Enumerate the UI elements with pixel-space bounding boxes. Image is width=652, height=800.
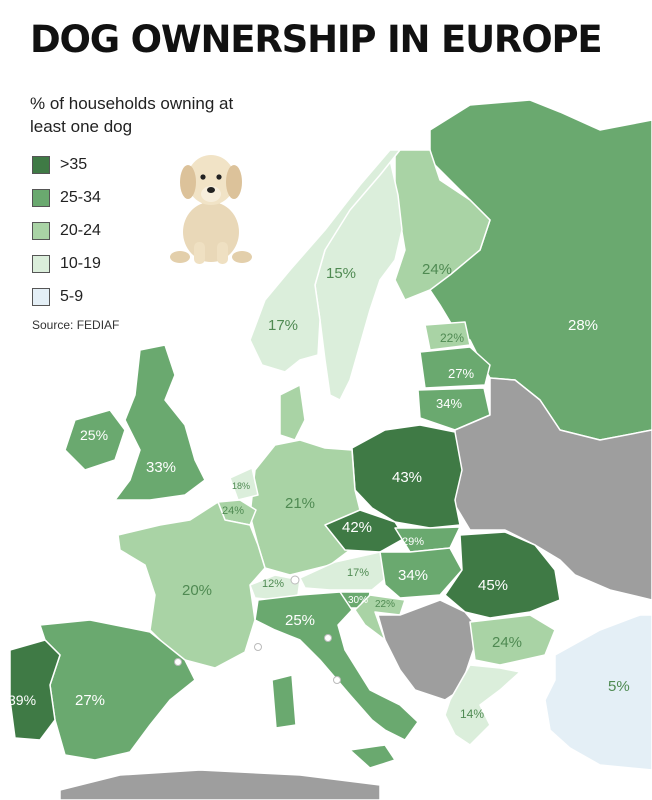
region-romania <box>444 531 561 619</box>
map-subtitle: % of households owning at least one dog <box>30 94 234 136</box>
country-label-finland: 24% <box>422 261 452 278</box>
region-sardinia <box>271 674 297 729</box>
legend-swatch <box>32 287 50 306</box>
city-marker <box>254 643 262 651</box>
country-label-norway: 17% <box>268 317 298 334</box>
legend-swatch <box>32 188 50 207</box>
legend-label: 5-9 <box>60 287 84 305</box>
legend-label: 25-34 <box>60 188 101 206</box>
region-netherlands <box>229 467 259 501</box>
region-croatia <box>354 594 406 641</box>
country-label-lithuania: 34% <box>436 396 462 411</box>
region-norway <box>249 149 401 373</box>
region-great-britain <box>114 344 206 501</box>
country-label-france: 20% <box>182 582 212 599</box>
page-title: DOG OWNERSHIP IN EUROPE <box>30 18 603 61</box>
region-poland <box>351 424 463 529</box>
region-denmark <box>279 384 306 441</box>
region-no-data-east <box>454 377 652 601</box>
region-greece <box>444 664 521 746</box>
city-marker <box>333 676 341 684</box>
country-label-czechia: 42% <box>342 519 372 536</box>
country-label-slovenia: 30% <box>348 595 368 606</box>
legend-item: 5-9 <box>32 280 101 313</box>
country-label-sweden: 15% <box>326 265 356 282</box>
country-label-turkey: 5% <box>608 678 630 695</box>
region-austria <box>299 551 391 591</box>
region-estonia <box>424 321 471 351</box>
region-slovakia <box>394 526 461 553</box>
region-no-data-africa <box>59 769 381 800</box>
country-label-bulgaria: 24% <box>492 634 522 651</box>
country-label-austria: 17% <box>347 567 369 579</box>
legend-label: 10-19 <box>60 254 101 272</box>
legend-label: >35 <box>60 155 88 173</box>
country-label-russia: 28% <box>568 317 598 334</box>
legend-swatch <box>32 155 50 174</box>
region-sicily <box>349 744 396 769</box>
region-latvia <box>419 346 491 389</box>
legend-swatch <box>32 221 50 240</box>
country-label-netherlands: 18% <box>232 481 250 491</box>
country-label-ireland: 25% <box>80 427 108 443</box>
country-label-switzerland: 12% <box>262 578 284 590</box>
region-turkey <box>544 614 652 771</box>
country-label-poland: 43% <box>392 469 422 486</box>
country-label-hungary: 34% <box>398 567 428 584</box>
region-portugal <box>9 639 61 741</box>
country-label-latvia: 27% <box>448 366 474 381</box>
source-note: Source: FEDIAF <box>32 318 120 332</box>
country-label-croatia: 22% <box>375 599 395 610</box>
country-label-greece: 14% <box>460 707 484 721</box>
legend: >35 25-34 20-24 10-19 5-9 <box>32 148 101 313</box>
legend-item: 10-19 <box>32 247 101 280</box>
country-label-belgium: 24% <box>222 505 244 517</box>
country-label-germany: 21% <box>285 495 315 512</box>
region-bulgaria <box>469 614 556 666</box>
legend-item: 25-34 <box>32 181 101 214</box>
legend-item: >35 <box>32 148 101 181</box>
legend-label: 20-24 <box>60 221 101 239</box>
region-ireland <box>64 409 126 471</box>
region-italy <box>254 591 419 741</box>
city-marker <box>324 634 332 642</box>
country-label-romania: 45% <box>478 577 508 594</box>
legend-swatch <box>32 254 50 273</box>
country-label-estonia: 22% <box>440 331 464 345</box>
country-label-portugal: 39% <box>8 692 36 708</box>
region-france <box>117 501 266 669</box>
puppy-illustration <box>170 155 252 264</box>
city-marker <box>174 658 182 666</box>
country-label-spain: 27% <box>75 692 105 709</box>
country-label-slovakia: 29% <box>402 536 424 548</box>
country-label-italy: 25% <box>285 612 315 629</box>
region-hungary <box>379 547 463 599</box>
legend-item: 20-24 <box>32 214 101 247</box>
city-marker <box>290 575 300 585</box>
country-label-great-britain: 33% <box>146 459 176 476</box>
